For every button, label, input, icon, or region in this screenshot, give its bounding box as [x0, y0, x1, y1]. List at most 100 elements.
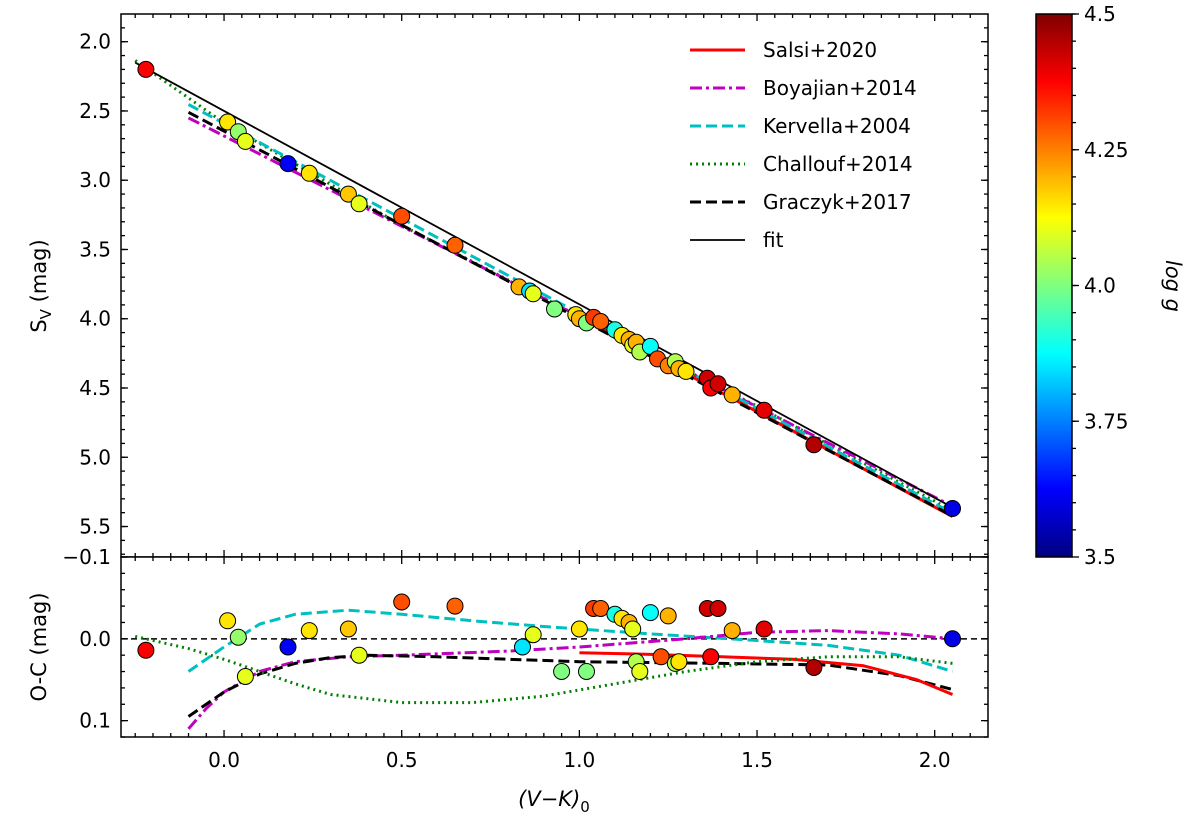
residual-data-point	[229, 628, 247, 646]
residual-data-point	[670, 653, 688, 671]
top-data-point	[300, 164, 318, 182]
residual-data-point	[236, 668, 254, 685]
residual-curve-kervella	[187, 608, 953, 673]
residual-data-point	[755, 620, 773, 638]
top-y-tick-label: 3.5	[79, 237, 111, 261]
top-curve-challouf	[134, 59, 954, 513]
top-y-tick-label: 4.5	[79, 376, 111, 400]
top-y-tick-label: 4.0	[79, 307, 111, 331]
bottom-model-curves	[134, 608, 954, 730]
legend-label-kervella: Kervella+2004	[763, 114, 911, 138]
top-data-point	[677, 362, 695, 380]
residual-data-point	[624, 620, 642, 638]
top-data-point	[546, 300, 563, 318]
residual-data-point	[592, 600, 610, 617]
residual-curve-graczyk	[187, 653, 953, 718]
top-data-point	[592, 313, 610, 330]
legend-label-boyajian: Boyajian+2014	[763, 76, 917, 100]
top-data-point	[350, 195, 368, 213]
top-data-point	[393, 207, 411, 225]
top-data-point	[524, 285, 542, 303]
x-tick-label: 2.0	[919, 748, 951, 772]
top-y-tick-label: 3.0	[79, 168, 111, 192]
residual-data-point	[578, 663, 595, 680]
colorbar-gradient	[1035, 13, 1073, 558]
legend-label-graczyk: Graczyk+2017	[763, 190, 912, 214]
colorbar-ticks: 3.5 3.75 4.0 4.25 4.5	[1072, 2, 1129, 569]
top-y-tick-label: 5.0	[79, 445, 111, 469]
colorbar-tick-label: 3.75	[1084, 409, 1129, 433]
residual-data-point	[350, 646, 368, 664]
top-data-point	[339, 185, 357, 203]
residual-data-point	[300, 622, 318, 640]
top-data-point	[219, 113, 237, 131]
residual-data-point	[702, 648, 720, 666]
legend-entry-challouf: Challouf+2014	[690, 152, 913, 176]
bottom-panel-background	[121, 557, 988, 737]
legend-entry-fit: fit	[690, 228, 784, 252]
bottom-y-tick-label: −0.1	[62, 545, 111, 569]
residual-data-point	[339, 620, 357, 638]
top-data-point	[709, 375, 727, 393]
residual-data-point	[524, 626, 542, 644]
top-data-point	[723, 386, 741, 404]
residual-curve-boyajian	[187, 629, 953, 730]
top-y-axis-label: SV (mag)	[27, 239, 55, 332]
residual-curve-salsi	[579, 651, 954, 696]
top-data-point	[805, 436, 823, 454]
top-data-point	[944, 500, 961, 517]
legend-entry-boyajian: Boyajian+2014	[690, 76, 917, 100]
colorbar-tick-label: 3.5	[1084, 545, 1116, 569]
bottom-data-points	[137, 593, 961, 685]
colorbar-tick-label: 4.25	[1084, 138, 1129, 162]
residual-data-point	[723, 622, 741, 640]
bottom-panel: −0.1 0.0 0.1 0.0 0.5 1.0 1.5 2.0 O-C (mag) (V−K…	[27, 545, 989, 816]
legend-label-salsi: Salsi+2020	[763, 38, 877, 62]
residual-data-point	[631, 663, 649, 680]
x-axis-label: (V−K)0	[518, 787, 590, 816]
x-tick-label: 1.5	[741, 748, 773, 772]
residual-data-point	[641, 604, 659, 622]
colorbar-label: log g	[1161, 260, 1185, 312]
x-tick-label: 0.0	[208, 748, 240, 772]
bottom-panel-frame	[120, 556, 989, 738]
colorbar-tick-label: 4.0	[1084, 274, 1116, 298]
residual-data-point	[944, 630, 961, 648]
residual-data-point	[659, 607, 677, 625]
x-tick-label: 1.0	[563, 748, 595, 772]
top-data-point	[137, 60, 155, 78]
bottom-y-tick-label: 0.0	[79, 627, 111, 651]
residual-data-point	[137, 641, 155, 659]
top-y-tick-label: 2.5	[79, 99, 111, 123]
legend-label-challouf: Challouf+2014	[763, 152, 913, 176]
top-y-tick-label: 2.0	[79, 30, 111, 54]
colorbar-tick-label: 4.5	[1084, 2, 1116, 26]
residual-data-point	[446, 597, 464, 615]
bottom-ticks: −0.1 0.0 0.1 0.0 0.5 1.0 1.5 2.0	[62, 545, 988, 772]
legend: Salsi+2020 Boyajian+2014 Kervella+2004 C…	[690, 38, 917, 252]
residual-data-point	[553, 663, 571, 680]
colorbar: 3.5 3.75 4.0 4.25 4.5 log g	[1035, 2, 1185, 569]
top-curve-fit	[134, 61, 953, 509]
residual-data-point	[393, 593, 411, 611]
top-data-point	[446, 236, 464, 254]
residual-data-point	[709, 600, 727, 617]
top-y-tick-label: 5.5	[79, 515, 111, 539]
top-panel: 2.0 2.5 3.0 3.5 4.0 4.5 5.0 5.5 SV (mag) Salsi+…	[27, 13, 989, 558]
top-curve-boyajian	[187, 116, 954, 508]
residual-data-point	[514, 638, 531, 656]
bottom-y-tick-label: 0.1	[79, 709, 111, 733]
bottom-y-axis-label: O-C (mag)	[27, 592, 51, 701]
residual-data-point	[570, 620, 588, 638]
legend-entry-salsi: Salsi+2020	[690, 38, 877, 62]
top-panel-background	[121, 14, 988, 557]
legend-entry-kervella: Kervella+2004	[690, 114, 911, 138]
residual-data-point	[805, 659, 823, 676]
residual-data-point	[279, 638, 297, 656]
residual-data-point	[219, 612, 237, 630]
top-data-point	[236, 132, 254, 150]
top-data-point	[279, 155, 297, 173]
residual-data-point	[652, 648, 670, 666]
legend-entry-graczyk: Graczyk+2017	[690, 190, 912, 214]
